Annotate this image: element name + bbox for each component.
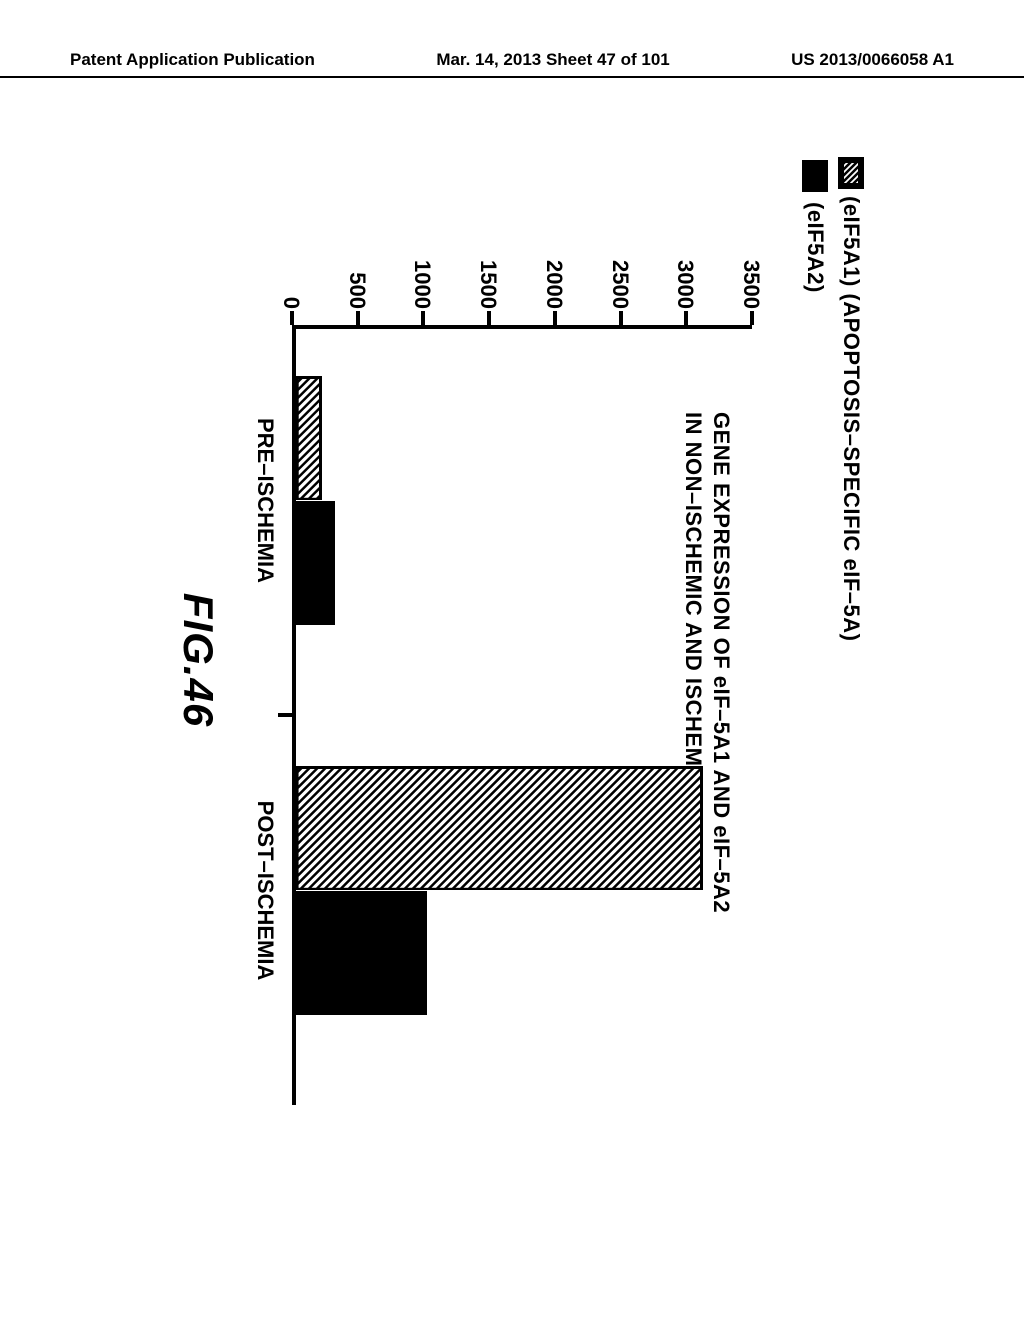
ytick-label: 0 <box>278 229 304 309</box>
page-header: Patent Application Publication Mar. 14, … <box>0 50 1024 78</box>
bar <box>296 891 427 1016</box>
ytick <box>290 311 294 325</box>
ytick <box>553 311 557 325</box>
ytick <box>356 311 360 325</box>
bar <box>296 501 335 626</box>
plot: 0500100015002000250030003500PRE–ISCHEMIA… <box>292 325 752 1105</box>
xtick-label: POST–ISCHEMIA <box>252 801 278 981</box>
ytick-label: 2000 <box>541 229 567 309</box>
xtick <box>278 713 292 717</box>
figure-label: FIG.46 <box>174 593 222 727</box>
ytick-label: 1500 <box>475 229 501 309</box>
legend-item: (eIF5A2) <box>802 160 828 641</box>
page: Patent Application Publication Mar. 14, … <box>0 0 1024 1320</box>
ytick-label: 500 <box>344 229 370 309</box>
ytick <box>421 311 425 325</box>
ytick-label: 2500 <box>607 229 633 309</box>
legend-item: (eIF5A1) (APOPTOSIS–SPECIFIC eIF–5A) <box>838 160 864 641</box>
ytick <box>619 311 623 325</box>
ytick-label: 3000 <box>672 229 698 309</box>
ytick <box>750 311 754 325</box>
header-left: Patent Application Publication <box>70 50 315 70</box>
legend-label: (eIF5A1) (APOPTOSIS–SPECIFIC eIF–5A) <box>838 196 864 641</box>
header-right: US 2013/0066058 A1 <box>791 50 954 70</box>
bar <box>296 376 322 501</box>
legend-swatch-solid <box>802 160 828 192</box>
y-axis <box>292 325 752 329</box>
figure-rot-wrapper: (eIF5A1) (APOPTOSIS–SPECIFIC eIF–5A) (eI… <box>152 150 872 1170</box>
legend-label: (eIF5A2) <box>802 202 828 293</box>
chart-area: 0500100015002000250030003500PRE–ISCHEMIA… <box>292 325 752 1105</box>
figure: (eIF5A1) (APOPTOSIS–SPECIFIC eIF–5A) (eI… <box>152 150 872 1170</box>
ytick-label: 1000 <box>409 229 435 309</box>
ytick-label: 3500 <box>738 229 764 309</box>
bar <box>296 766 703 891</box>
ytick <box>487 311 491 325</box>
ytick <box>684 311 688 325</box>
xtick-label: PRE–ISCHEMIA <box>252 418 278 583</box>
legend: (eIF5A1) (APOPTOSIS–SPECIFIC eIF–5A) (eI… <box>792 160 864 641</box>
header-center: Mar. 14, 2013 Sheet 47 of 101 <box>436 50 669 70</box>
legend-swatch-hatch <box>841 160 861 186</box>
